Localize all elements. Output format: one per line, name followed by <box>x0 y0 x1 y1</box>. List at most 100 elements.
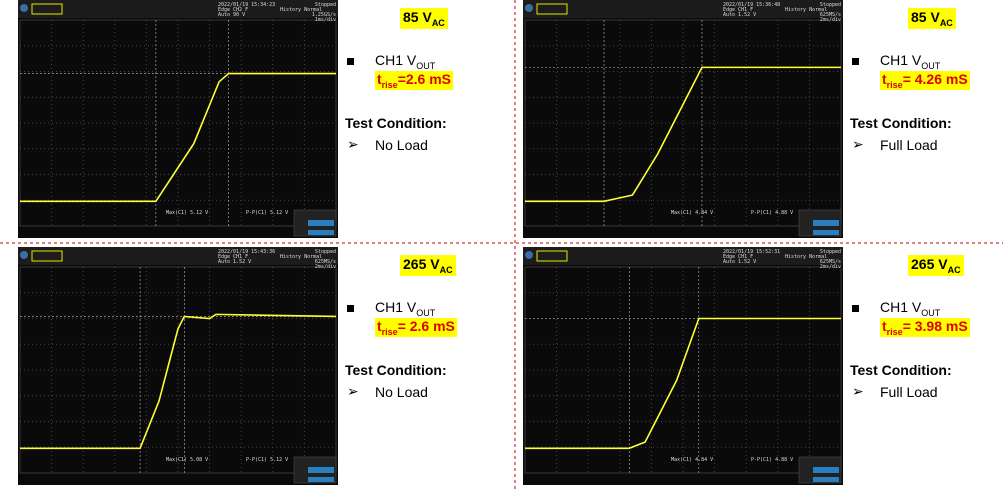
cursor-value <box>813 230 839 235</box>
rise-value: = 4.26 mS <box>902 71 968 87</box>
signal-label: CH1 VOUT <box>375 52 435 71</box>
timestamp: 2022/01/19 15:43:36 <box>218 249 275 255</box>
trigger-level: Auto 90 V <box>218 12 245 18</box>
sample-rate: 625MS/s <box>820 259 841 265</box>
menu-icon <box>525 251 533 259</box>
pp-measure: P-P(C1) 5.12 V <box>246 457 288 463</box>
trigger-level: Auto 1.52 V <box>218 259 251 265</box>
arrow-bullet: ➢ <box>852 383 864 399</box>
voltage-sub: AC <box>431 17 445 28</box>
arrow-bullet: ➢ <box>852 136 864 152</box>
timestamp: 2022/01/19 15:36:48 <box>723 2 780 8</box>
bullet <box>852 305 859 312</box>
cursor-value <box>813 477 839 482</box>
pp-measure: P-P(C1) 4.88 V <box>751 457 793 463</box>
voltage-text: 85 V <box>403 9 432 25</box>
signal-label: CH1 VOUT <box>375 299 435 318</box>
rise-time: trise= 4.26 mS <box>880 71 970 90</box>
ch1-indicator <box>31 250 63 262</box>
acq-mode: History Normal <box>785 254 827 260</box>
pp-measure: P-P(C1) 4.88 V <box>751 210 793 216</box>
timestamp: 2022/01/19 15:52:31 <box>723 249 780 255</box>
rise-t: t <box>377 71 382 87</box>
acq-mode: History Normal <box>280 7 322 13</box>
status: Stopped <box>315 2 336 8</box>
screen-background <box>523 247 843 485</box>
status-bar <box>523 247 843 265</box>
trigger: Edge CH1 F <box>218 254 248 260</box>
plot-border <box>19 19 337 227</box>
rise-sub: rise <box>381 326 398 337</box>
rise-t: t <box>882 318 887 334</box>
bullet <box>347 305 354 312</box>
menu-icon <box>20 251 28 259</box>
signal-text: CH1 V <box>880 52 922 68</box>
voltage-text: 85 V <box>911 9 940 25</box>
max-measure: Max(C1) 5.08 V <box>166 457 208 463</box>
rise-t: t <box>882 71 887 87</box>
waveform-trace <box>525 317 841 450</box>
rise-value: = 3.98 mS <box>902 318 968 334</box>
cursor-value <box>308 230 334 235</box>
rise-t: t <box>377 318 382 334</box>
rise-sub: rise <box>886 79 903 90</box>
menu-icon <box>525 4 533 12</box>
sample-rate: 1.25GS/s <box>312 12 336 18</box>
bullet <box>852 58 859 65</box>
max-measure: Max(C1) 4.84 V <box>671 457 713 463</box>
screen-background <box>523 0 843 238</box>
status: Stopped <box>820 2 841 8</box>
ch1-indicator <box>536 250 568 262</box>
timebase: 2ms/div <box>820 17 841 23</box>
arrow-bullet: ➢ <box>347 383 359 399</box>
voltage-text: 265 V <box>911 256 948 272</box>
signal-sub: OUT <box>416 307 436 318</box>
cursor-value <box>813 467 839 473</box>
voltage-label: 85 VAC <box>908 8 956 29</box>
signal-text: CH1 V <box>375 299 417 315</box>
waveform-trace <box>20 72 336 203</box>
trigger-level: Auto 1.52 V <box>723 12 756 18</box>
rise-value: = 2.6 mS <box>397 318 455 334</box>
condition: Full Load <box>880 384 938 400</box>
voltage-sub: AC <box>939 17 953 28</box>
trigger: Edge CH1 F <box>723 254 753 260</box>
signal-label: CH1 VOUT <box>880 52 940 71</box>
cursor-value <box>308 220 334 226</box>
rise-value: =2.6 mS <box>397 71 452 87</box>
condition: No Load <box>375 137 428 153</box>
timebase: 1ms/div <box>315 17 336 23</box>
timestamp: 2022/01/19 15:34:23 <box>218 2 275 8</box>
cursor-value <box>308 477 334 482</box>
arrow-bullet: ➢ <box>347 136 359 152</box>
cursor-value <box>813 220 839 226</box>
voltage-label: 85 VAC <box>400 8 448 29</box>
signal-text: CH1 V <box>880 299 922 315</box>
rise-time: trise= 2.6 mS <box>375 318 457 337</box>
acq-mode: History Normal <box>785 7 827 13</box>
status-bar <box>523 0 843 18</box>
status-bar <box>18 247 338 265</box>
screen-background <box>18 247 338 485</box>
plot-border <box>19 266 337 474</box>
signal-label: CH1 VOUT <box>880 299 940 318</box>
status: Stopped <box>315 249 336 255</box>
acq-mode: History Normal <box>280 254 322 260</box>
rise-time: trise= 3.98 mS <box>880 318 970 337</box>
trigger-level: Auto 1.52 V <box>723 259 756 265</box>
rise-sub: rise <box>886 326 903 337</box>
trigger: Edge CH1 F <box>723 7 753 13</box>
max-measure: Max(C1) 4.84 V <box>671 210 713 216</box>
waveform-trace <box>525 66 841 203</box>
sample-rate: 625MS/s <box>315 259 336 265</box>
condition: Full Load <box>880 137 938 153</box>
screen-background <box>18 0 338 238</box>
signal-sub: OUT <box>921 60 941 71</box>
bullet <box>347 58 354 65</box>
status: Stopped <box>820 249 841 255</box>
